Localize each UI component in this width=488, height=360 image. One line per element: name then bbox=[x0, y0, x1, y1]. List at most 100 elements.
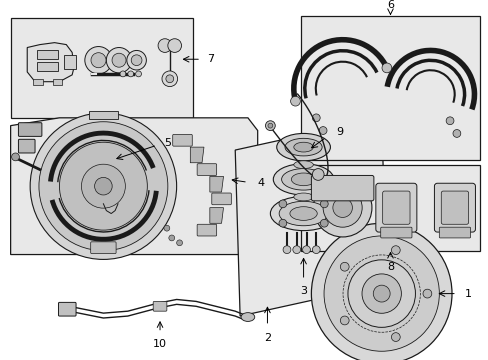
Circle shape bbox=[158, 39, 171, 53]
Bar bbox=[300, 16, 479, 160]
Ellipse shape bbox=[291, 173, 315, 186]
Polygon shape bbox=[27, 42, 74, 82]
Circle shape bbox=[312, 168, 324, 180]
Circle shape bbox=[313, 178, 371, 237]
Ellipse shape bbox=[276, 134, 330, 161]
Circle shape bbox=[94, 177, 112, 195]
Circle shape bbox=[165, 75, 173, 83]
FancyBboxPatch shape bbox=[375, 183, 416, 232]
Circle shape bbox=[290, 96, 300, 106]
Text: 8: 8 bbox=[386, 262, 393, 273]
Circle shape bbox=[112, 53, 126, 67]
Circle shape bbox=[422, 289, 431, 298]
Bar bbox=[300, 165, 479, 251]
Circle shape bbox=[320, 200, 327, 208]
Bar bbox=[64, 55, 76, 69]
Circle shape bbox=[323, 188, 362, 227]
Circle shape bbox=[381, 63, 391, 73]
Ellipse shape bbox=[270, 197, 336, 231]
Circle shape bbox=[168, 235, 174, 241]
Ellipse shape bbox=[273, 164, 333, 195]
Circle shape bbox=[60, 142, 147, 230]
Ellipse shape bbox=[293, 193, 313, 201]
Polygon shape bbox=[209, 208, 223, 223]
FancyBboxPatch shape bbox=[211, 193, 231, 205]
Circle shape bbox=[302, 246, 310, 253]
Polygon shape bbox=[209, 176, 223, 192]
Circle shape bbox=[340, 316, 348, 325]
FancyBboxPatch shape bbox=[438, 227, 469, 238]
Bar bbox=[33, 79, 43, 85]
Circle shape bbox=[106, 48, 131, 73]
FancyBboxPatch shape bbox=[19, 123, 42, 136]
FancyBboxPatch shape bbox=[19, 139, 35, 153]
Circle shape bbox=[361, 274, 401, 313]
Circle shape bbox=[283, 246, 290, 253]
Circle shape bbox=[265, 121, 275, 131]
FancyBboxPatch shape bbox=[59, 302, 76, 316]
FancyBboxPatch shape bbox=[197, 164, 216, 175]
Circle shape bbox=[312, 114, 320, 122]
Text: 5: 5 bbox=[163, 138, 171, 148]
Ellipse shape bbox=[279, 201, 327, 226]
Circle shape bbox=[312, 246, 320, 253]
Circle shape bbox=[278, 219, 286, 227]
FancyBboxPatch shape bbox=[433, 183, 474, 232]
Circle shape bbox=[120, 71, 125, 77]
Circle shape bbox=[390, 333, 399, 341]
Circle shape bbox=[81, 164, 125, 208]
Text: 3: 3 bbox=[300, 286, 306, 296]
FancyBboxPatch shape bbox=[153, 301, 166, 311]
Polygon shape bbox=[11, 118, 257, 255]
Circle shape bbox=[445, 117, 453, 125]
Text: 2: 2 bbox=[264, 333, 270, 343]
Bar bbox=[88, 111, 118, 119]
Bar bbox=[37, 62, 59, 71]
Circle shape bbox=[267, 123, 272, 128]
Circle shape bbox=[176, 240, 182, 246]
FancyBboxPatch shape bbox=[172, 134, 192, 146]
Circle shape bbox=[12, 153, 20, 161]
Circle shape bbox=[372, 285, 389, 302]
Circle shape bbox=[347, 260, 415, 327]
FancyBboxPatch shape bbox=[440, 191, 468, 224]
Polygon shape bbox=[190, 147, 203, 163]
FancyBboxPatch shape bbox=[311, 175, 373, 201]
Circle shape bbox=[30, 113, 176, 260]
Text: 10: 10 bbox=[153, 338, 167, 348]
Text: 6: 6 bbox=[386, 0, 393, 10]
Ellipse shape bbox=[281, 168, 325, 190]
Circle shape bbox=[127, 71, 133, 77]
Ellipse shape bbox=[285, 138, 322, 156]
FancyBboxPatch shape bbox=[197, 224, 216, 236]
Circle shape bbox=[85, 46, 112, 74]
Bar bbox=[11, 18, 193, 118]
Circle shape bbox=[332, 198, 352, 217]
Circle shape bbox=[163, 225, 169, 231]
Circle shape bbox=[131, 55, 142, 66]
Circle shape bbox=[452, 130, 460, 138]
Circle shape bbox=[278, 200, 286, 208]
Text: 9: 9 bbox=[335, 127, 342, 138]
Text: 4: 4 bbox=[257, 178, 264, 188]
FancyBboxPatch shape bbox=[380, 227, 411, 238]
Bar bbox=[37, 50, 59, 59]
Ellipse shape bbox=[293, 161, 313, 168]
FancyBboxPatch shape bbox=[382, 191, 409, 224]
Polygon shape bbox=[235, 118, 386, 316]
Circle shape bbox=[91, 53, 106, 68]
Circle shape bbox=[39, 122, 167, 251]
Circle shape bbox=[167, 39, 181, 53]
Circle shape bbox=[162, 71, 177, 86]
Ellipse shape bbox=[241, 312, 254, 321]
Circle shape bbox=[324, 236, 438, 351]
Bar bbox=[53, 79, 62, 85]
FancyBboxPatch shape bbox=[90, 242, 116, 253]
Circle shape bbox=[126, 50, 146, 70]
Ellipse shape bbox=[289, 207, 317, 220]
Text: 7: 7 bbox=[206, 54, 214, 64]
Circle shape bbox=[390, 246, 399, 255]
Circle shape bbox=[319, 127, 326, 134]
Circle shape bbox=[320, 219, 327, 227]
Ellipse shape bbox=[293, 142, 313, 152]
